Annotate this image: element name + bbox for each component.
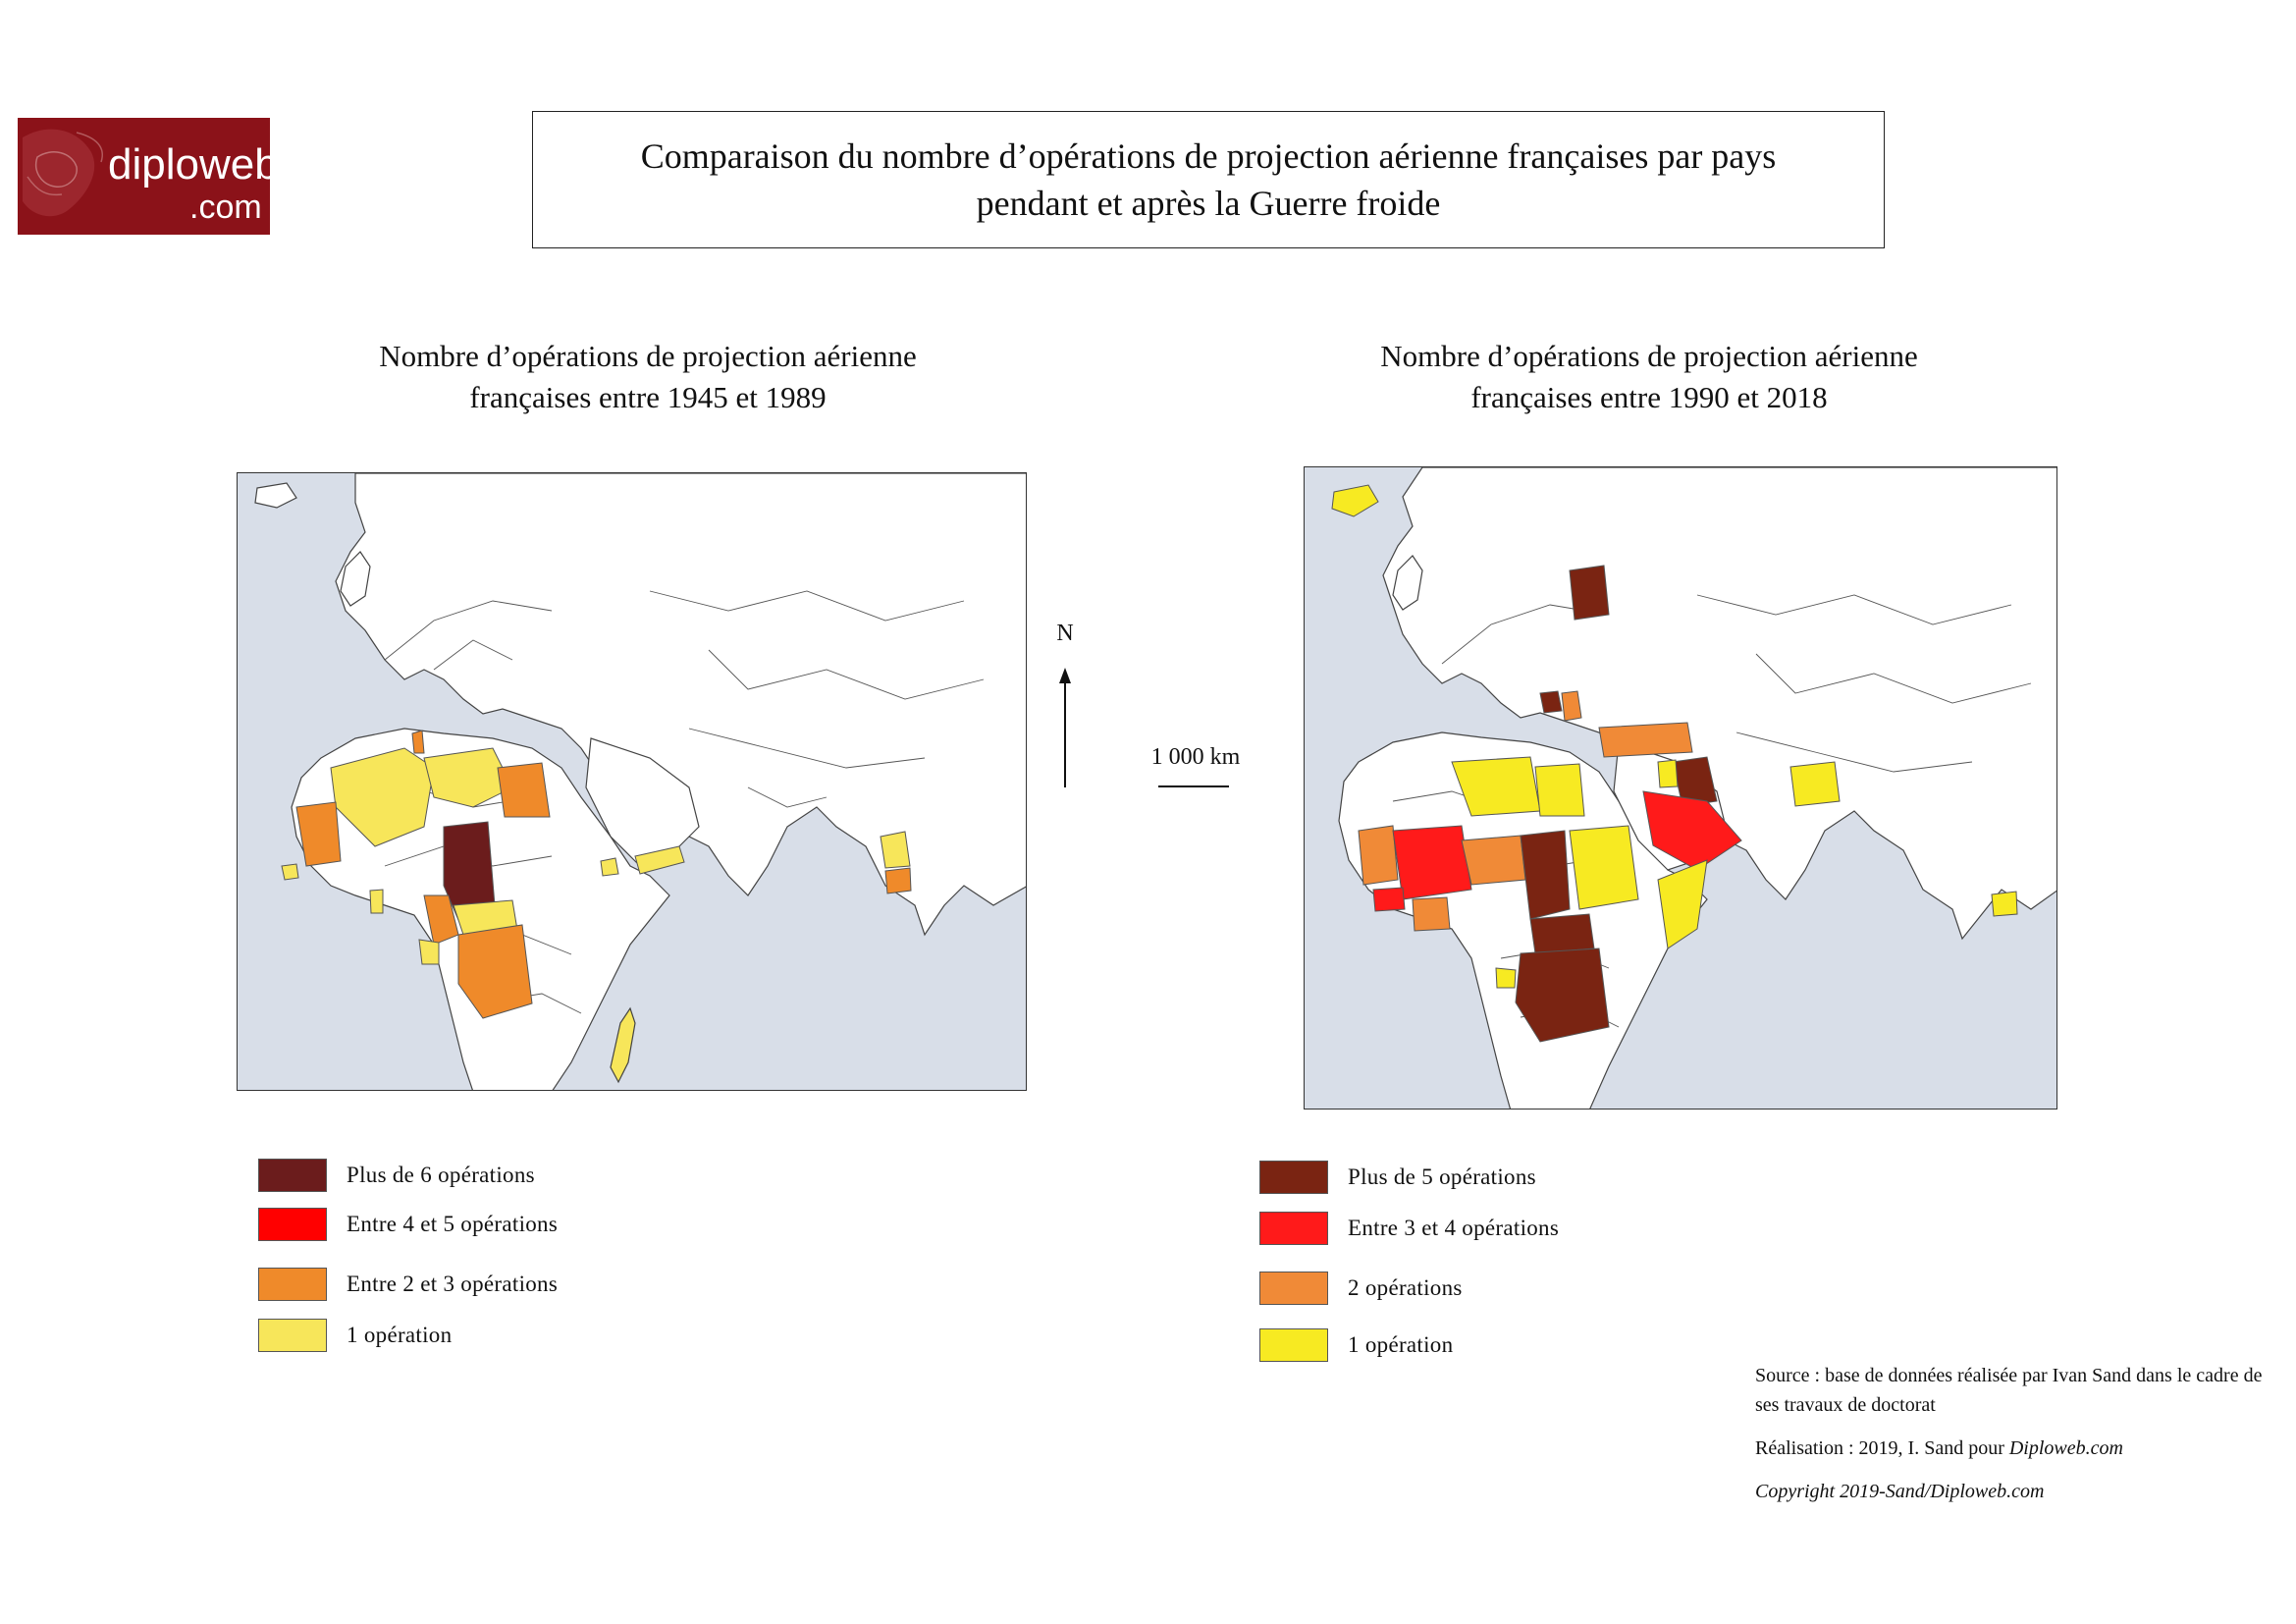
somalia-op bbox=[1657, 859, 1708, 949]
baltic-op bbox=[1569, 565, 1610, 621]
source-block: Source : base de données réalisée par Iv… bbox=[1755, 1361, 2266, 1520]
legend-item: Plus de 5 opérations bbox=[1259, 1161, 1536, 1194]
djibouti-op bbox=[600, 857, 619, 877]
legend-swatch bbox=[1259, 1328, 1328, 1362]
bosnia-op bbox=[1539, 690, 1563, 714]
iraq-op bbox=[1672, 756, 1718, 807]
cambodia-op bbox=[884, 867, 912, 894]
iceland-op bbox=[1331, 484, 1379, 517]
legend-label: 2 opérations bbox=[1348, 1275, 1463, 1300]
legend-item: Plus de 6 opérations bbox=[258, 1159, 535, 1192]
logo-name: diploweb bbox=[108, 140, 270, 189]
north-arrow-head bbox=[1059, 668, 1071, 683]
laos-op bbox=[880, 831, 911, 869]
legend-swatch bbox=[1259, 1272, 1328, 1305]
niger-op bbox=[1461, 835, 1526, 886]
legend-label: Entre 3 et 4 opérations bbox=[1348, 1216, 1560, 1240]
senegal-op bbox=[281, 863, 299, 881]
credit-prefix: Réalisation : 2019, I. Sand pour bbox=[1755, 1437, 2009, 1459]
mauritania-op bbox=[1358, 825, 1399, 886]
guinea-op bbox=[1372, 887, 1406, 912]
source-line: Source : base de données réalisée par Iv… bbox=[1755, 1365, 2263, 1416]
legend-item: Entre 4 et 5 opérations bbox=[258, 1208, 558, 1241]
scale-bar-container: 1 000 km bbox=[1137, 744, 1255, 793]
credit-line: Réalisation : 2019, I. Sand pour Diplowe… bbox=[1755, 1434, 2266, 1463]
legend-item: 2 opérations bbox=[1259, 1272, 1463, 1305]
legend-item: Entre 3 et 4 opérations bbox=[1259, 1212, 1559, 1245]
chad-op bbox=[1520, 830, 1571, 920]
ivory-coast-op bbox=[369, 889, 384, 914]
right-map-title: Nombre d’opérations de projection aérien… bbox=[1276, 336, 2022, 418]
legend-label: Plus de 5 opérations bbox=[1348, 1164, 1536, 1189]
left-map-title-line1: Nombre d’opérations de projection aérien… bbox=[379, 339, 917, 373]
great-britain bbox=[1392, 555, 1423, 611]
mali-op bbox=[1392, 825, 1472, 900]
zaire-op bbox=[457, 924, 533, 1019]
egypt-op bbox=[497, 762, 551, 818]
main-title-box: Comparaison du nombre d’opérations de pr… bbox=[532, 111, 1885, 248]
egypt-op bbox=[1534, 763, 1585, 817]
gabon-op bbox=[418, 939, 440, 965]
diploweb-logo: diploweb .com bbox=[18, 118, 270, 235]
scale-bar bbox=[1158, 785, 1229, 787]
legend-swatch bbox=[258, 1208, 327, 1241]
legend-label: Entre 2 et 3 opérations bbox=[347, 1272, 559, 1296]
tunisia-op bbox=[411, 730, 425, 754]
copyright-line: Copyright 2019-Sand/Diploweb.com bbox=[1755, 1481, 2045, 1502]
main-title-line1: Comparaison du nombre d’opérations de pr… bbox=[640, 136, 1777, 176]
legend-swatch bbox=[258, 1268, 327, 1301]
left-map-title: Nombre d’opérations de projection aérien… bbox=[275, 336, 1021, 418]
syria-op bbox=[1657, 759, 1679, 788]
libya-op bbox=[423, 747, 513, 808]
cambodia-op bbox=[1991, 891, 2018, 917]
main-title-line2: pendant et après la Guerre froide bbox=[976, 184, 1441, 223]
mauritania-op bbox=[295, 801, 342, 867]
ivory-coast-op bbox=[1412, 896, 1451, 932]
turkey-op bbox=[1598, 722, 1693, 758]
north-arrow-label: N bbox=[1056, 621, 1074, 646]
great-britain bbox=[340, 551, 371, 607]
madagascar bbox=[610, 1006, 636, 1084]
legend-swatch bbox=[1259, 1161, 1328, 1194]
logo-suffix: .com bbox=[189, 189, 262, 226]
saudi-arabia-op bbox=[1642, 790, 1742, 871]
yemen-op bbox=[634, 845, 685, 875]
afghanistan-op bbox=[1789, 761, 1841, 807]
serbia-op bbox=[1561, 690, 1582, 722]
legend-item: Entre 2 et 3 opérations bbox=[258, 1268, 558, 1301]
north-arrow: N bbox=[1041, 621, 1090, 792]
map-1990-2018 bbox=[1304, 466, 2057, 1110]
gabon-op bbox=[1495, 967, 1517, 989]
scale-label: 1 000 km bbox=[1150, 744, 1241, 770]
iceland bbox=[254, 482, 297, 509]
map-1945-1989 bbox=[237, 472, 1027, 1091]
legend-label: Plus de 6 opérations bbox=[347, 1163, 535, 1187]
sudan-op bbox=[1569, 825, 1639, 910]
legend-item: 1 opération bbox=[1259, 1328, 1453, 1362]
credit-site: Diploweb.com bbox=[2008, 1437, 2123, 1459]
legend-label: 1 opération bbox=[347, 1323, 453, 1347]
left-map-title-line2: françaises entre 1945 et 1989 bbox=[469, 380, 827, 414]
legend-swatch bbox=[1259, 1212, 1328, 1245]
drc-op bbox=[1515, 947, 1610, 1043]
legend-item: 1 opération bbox=[258, 1319, 452, 1352]
right-map-title-line1: Nombre d’opérations de projection aérien… bbox=[1380, 339, 1918, 373]
legend-swatch bbox=[258, 1319, 327, 1352]
legend-label: Entre 4 et 5 opérations bbox=[347, 1212, 559, 1236]
legend-swatch bbox=[258, 1159, 327, 1192]
car-op bbox=[1529, 913, 1595, 954]
legend-label: 1 opération bbox=[1348, 1332, 1454, 1357]
right-map-title-line2: françaises entre 1990 et 2018 bbox=[1470, 380, 1828, 414]
